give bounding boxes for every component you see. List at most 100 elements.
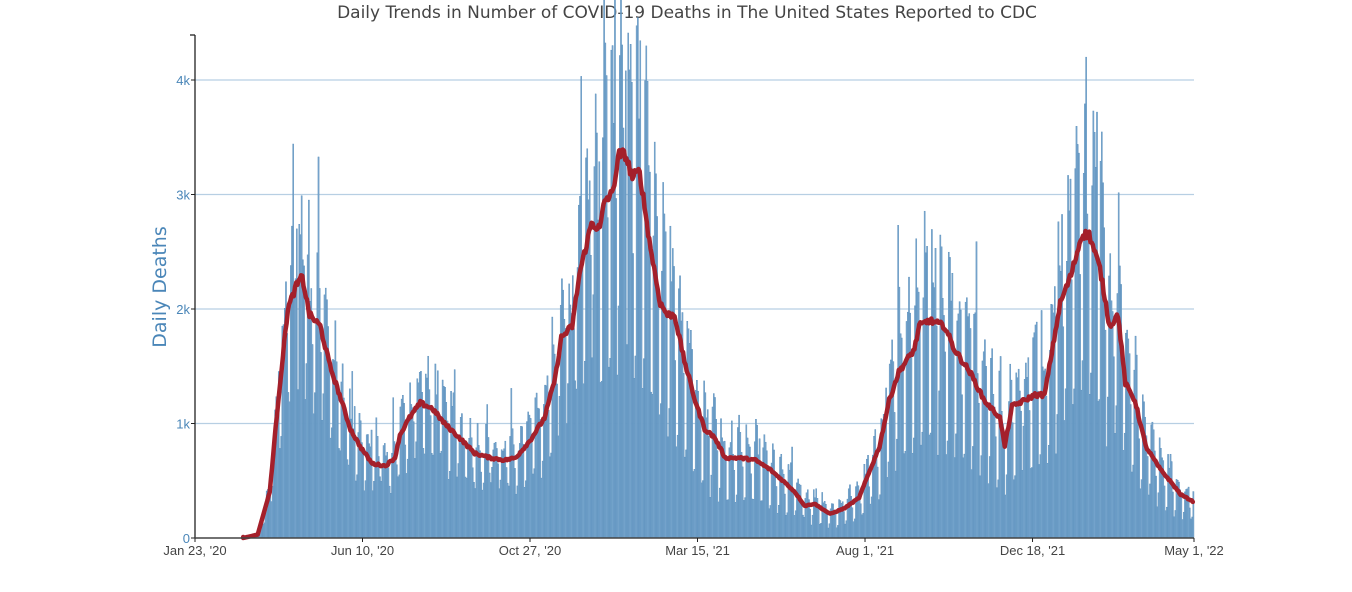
daily-bar [753,441,756,539]
daily-bar [1190,518,1192,539]
daily-bar [320,352,322,539]
daily-bar [947,251,950,539]
daily-bar [297,389,299,539]
daily-bar [1097,401,1099,539]
daily-bar [406,458,409,539]
daily-bar [1067,175,1069,539]
daily-bar [635,25,638,539]
daily-bar [1121,362,1124,539]
daily-bar [819,523,821,539]
seven-day-average-line [240,147,1196,541]
daily-bar [1084,103,1086,539]
daily-bar [664,231,667,539]
daily-bar [492,449,495,539]
daily-bar [480,471,482,539]
daily-bar [720,418,722,539]
daily-bar [666,312,668,539]
daily-bar [651,394,654,539]
daily-bar [396,464,398,539]
daily-bar [755,418,757,539]
daily-bar [604,42,607,539]
daily-bar [469,418,472,539]
daily-bar [1102,182,1104,539]
daily-bar [867,455,869,539]
daily-bar [294,278,297,539]
daily-bar [374,462,376,539]
daily-bar [304,399,307,539]
daily-bar [674,360,676,539]
daily-bar [484,453,486,539]
daily-bar [532,473,534,539]
daily-bar [774,471,777,539]
daily-bar [582,383,585,539]
daily-bar [733,470,736,539]
daily-bar [931,229,933,539]
daily-bar [793,515,796,539]
daily-bar [1155,475,1157,539]
daily-bar [925,252,927,539]
daily-bar [628,69,631,539]
daily-bar [508,485,510,539]
daily-bar [1138,438,1140,539]
daily-bar [485,424,487,539]
daily-bar [322,393,325,539]
daily-bar [594,93,597,539]
daily-bar [875,450,878,539]
daily-bar [497,463,499,539]
daily-bar [991,348,993,539]
daily-bar [705,417,708,539]
daily-bar [853,518,856,539]
daily-bar [528,414,531,539]
daily-bar [862,512,864,539]
daily-bar [794,510,797,539]
daily-bar [767,466,769,539]
daily-bar [908,276,910,539]
daily-bar [711,406,714,539]
daily-bar [510,388,513,539]
daily-bar [585,157,587,539]
daily-bar [1126,329,1128,539]
daily-bar [978,402,980,539]
daily-bar [288,401,291,539]
daily-bar [362,449,364,539]
daily-bar [702,480,704,539]
daily-bar [573,328,575,539]
daily-bar [356,474,358,539]
daily-bar [606,217,609,539]
daily-bar [523,486,526,539]
daily-bar [388,485,391,539]
daily-bar [745,424,748,539]
daily-bar [481,489,484,539]
daily-bar [844,523,846,539]
daily-bar [1122,450,1125,539]
daily-bar [1166,506,1168,539]
daily-bar [732,453,734,539]
daily-bar [760,500,762,539]
daily-bar [703,380,705,539]
daily-bar [891,339,893,539]
daily-bar [498,488,501,539]
daily-bar [787,464,790,539]
daily-bar [399,406,402,539]
daily-bar [404,444,407,539]
daily-bar [987,483,990,539]
daily-bar [806,489,809,539]
daily-bar [919,320,921,539]
daily-bar [620,0,622,539]
daily-bar [993,406,996,539]
daily-bar [263,522,266,539]
daily-bar [504,440,507,539]
daily-bar [350,418,352,539]
daily-bar [946,440,949,539]
daily-bar [1080,389,1083,539]
daily-bar [488,472,491,539]
daily-bar [303,265,305,539]
daily-bar [1134,335,1137,539]
daily-bar [903,453,905,539]
daily-bar [328,364,331,539]
daily-bar [726,499,728,539]
daily-bar [574,380,576,539]
daily-bar [355,480,357,539]
daily-bar [955,433,957,539]
